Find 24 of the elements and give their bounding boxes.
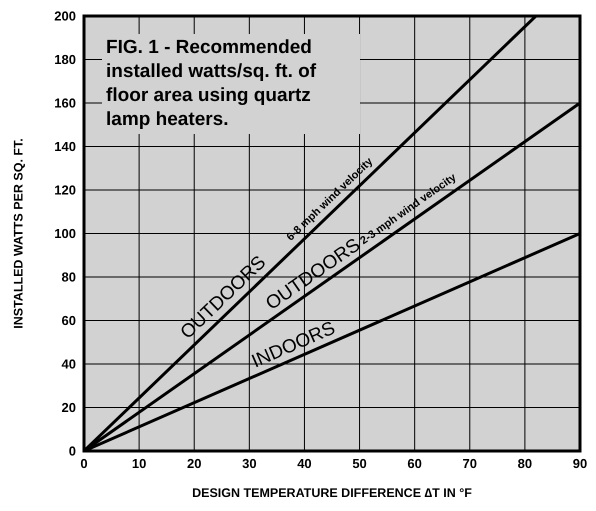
- y-tick-label: 200: [54, 8, 76, 24]
- x-tick-label: 20: [186, 456, 202, 472]
- x-tick-label: 70: [462, 456, 478, 472]
- y-tick-label: 40: [62, 356, 76, 372]
- x-tick-label: 80: [518, 456, 532, 472]
- x-tick-label: 50: [352, 456, 367, 472]
- y-tick-label: 120: [54, 182, 76, 198]
- y-tick-label: 140: [54, 139, 76, 154]
- x-axis-title: DESIGN TEMPERATURE DIFFERENCE ∆T IN °F: [192, 486, 472, 500]
- y-tick-label: 20: [62, 400, 76, 416]
- y-tick-label: 60: [62, 313, 76, 328]
- x-tick-label: 10: [132, 456, 146, 472]
- x-tick-label: 60: [407, 456, 422, 472]
- x-tick-label: 90: [572, 456, 588, 472]
- y-axis-title: INSTALLED WATTS PER SQ. FT.: [11, 138, 26, 329]
- y-tick-label: 180: [54, 52, 76, 68]
- y-tick-label: 100: [54, 226, 76, 242]
- x-tick-label: 30: [242, 456, 257, 472]
- y-tick-label: 80: [62, 270, 76, 285]
- text: FIG. 1 - Recommended installed watts/sq. ft. of floor area using quartz lamp heaters.: [102, 34, 360, 134]
- x-tick-label: 0: [80, 456, 88, 472]
- x-tick-label: 40: [297, 456, 312, 472]
- y-tick-label: 160: [54, 96, 76, 111]
- y-tick-label: 0: [68, 444, 76, 459]
